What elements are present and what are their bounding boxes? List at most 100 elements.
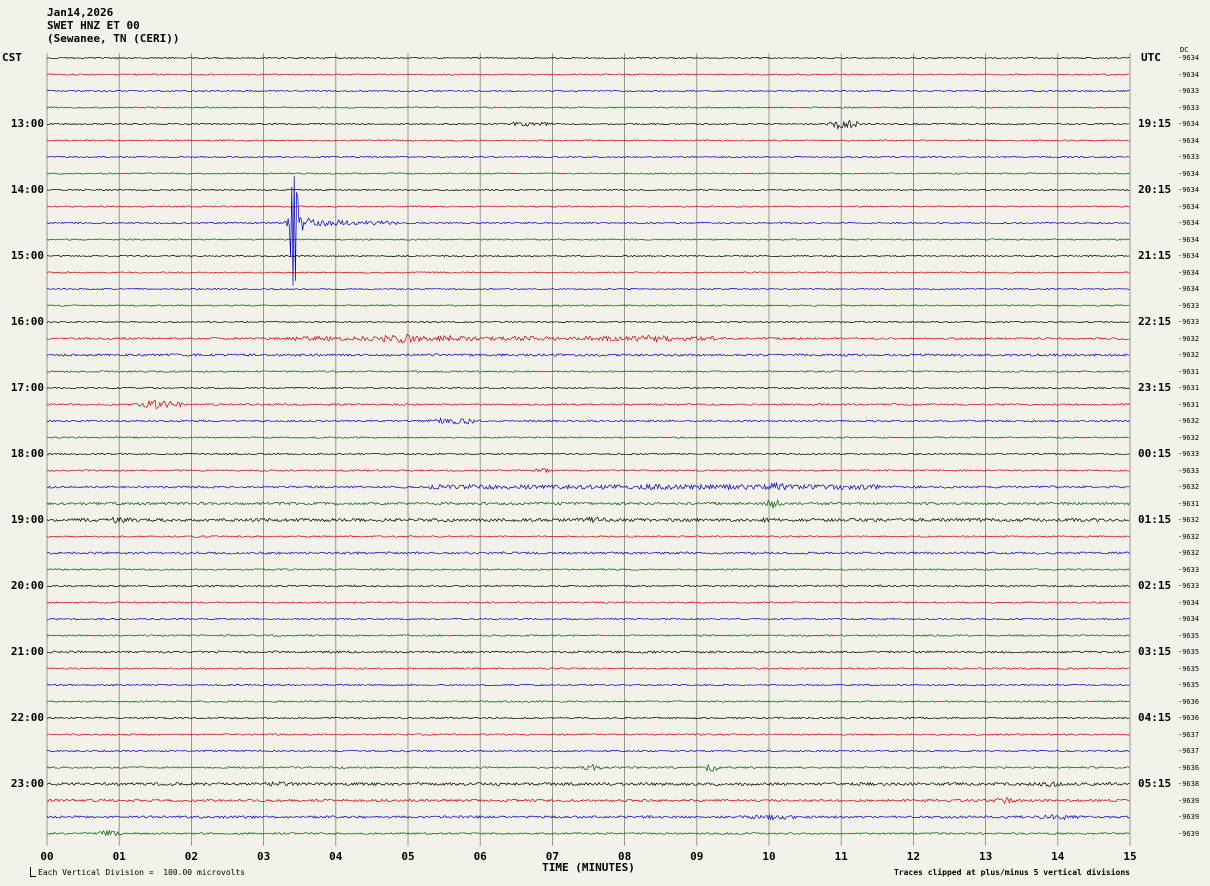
right-hour-label: 22:15 (1138, 315, 1172, 328)
trace-row (46, 716, 1130, 720)
trace-row (46, 829, 1130, 837)
row-offset-label: -9638 (1178, 780, 1200, 788)
scale-marker (30, 867, 36, 877)
trace-row (46, 481, 1130, 491)
x-tick-label: 03 (256, 850, 271, 863)
row-offset-label: -9632 (1178, 483, 1200, 491)
trace-row (46, 172, 1130, 175)
row-offset-label: -9633 (1178, 318, 1200, 326)
row-offset-label: -9636 (1178, 763, 1200, 772)
clip-note: Traces clipped at plus/minus 5 vertical … (893, 868, 1130, 877)
trace-row (47, 617, 1130, 621)
x-tick-label: 00 (40, 850, 54, 863)
trace-row (46, 386, 1130, 390)
trace-row (46, 175, 1130, 286)
x-tick-label: 06 (473, 850, 487, 863)
right-hour-label: 23:15 (1138, 381, 1172, 394)
left-hour-label: 15:00 (10, 249, 44, 262)
trace-row (46, 700, 1130, 703)
right-hour-label: 19:15 (1138, 117, 1172, 130)
trace-row (46, 89, 1130, 93)
x-tick-label: 11 (834, 850, 848, 863)
row-offset-label: -9631 (1178, 499, 1200, 508)
x-tick-label: 07 (545, 850, 560, 863)
trace-row (46, 155, 1130, 159)
trace-row (46, 188, 1130, 192)
row-offset-label: -9632 (1178, 549, 1200, 557)
row-offset-label: -9634 (1178, 186, 1200, 194)
trace-row (46, 516, 1130, 524)
trace-row (46, 733, 1130, 736)
trace-row (46, 634, 1130, 637)
row-offset-label: -9636 (1178, 714, 1200, 722)
left-axis-label: CST (2, 51, 22, 64)
trace-row (46, 205, 1130, 208)
trace-row (46, 416, 1130, 425)
trace-row (46, 106, 1130, 109)
trace-row (46, 468, 1130, 474)
row-offset-label: -9634 (1178, 120, 1200, 128)
left-hour-label: 13:00 (10, 117, 44, 130)
trace-row (46, 238, 1130, 241)
right-hour-label: 03:15 (1138, 645, 1172, 658)
row-offset-label: -9632 (1178, 433, 1200, 442)
row-offset-label: -9635 (1178, 664, 1200, 673)
row-offset-label: -9633 (1178, 450, 1200, 458)
x-tick-label: 13 (978, 850, 993, 863)
row-offset-label: -9632 (1178, 351, 1200, 359)
x-tick-label: 10 (762, 850, 776, 863)
trace-row (47, 119, 1130, 130)
header-date: Jan14,2026 (47, 6, 114, 19)
row-offset-label: -9631 (1178, 384, 1200, 392)
row-offset-label: -9637 (1178, 747, 1200, 755)
x-tick-label: 01 (112, 850, 126, 863)
scale-note: Each Vertical Division = 100.00 microvol… (38, 868, 246, 877)
x-tick-label: 04 (329, 850, 343, 863)
trace-row (46, 650, 1130, 654)
row-offset-label: -9639 (1178, 829, 1200, 838)
trace-row (46, 399, 1130, 410)
trace-row (46, 551, 1130, 555)
row-offset-label: -9634 (1178, 202, 1200, 211)
row-offset-label: -9635 (1178, 631, 1200, 640)
row-offset-label: -9634 (1178, 285, 1200, 293)
trace-row (46, 667, 1130, 670)
trace-row (46, 683, 1130, 687)
left-hour-label: 23:00 (10, 777, 44, 790)
row-offset-label: -9639 (1178, 796, 1200, 805)
row-offset-label: -9633 (1178, 153, 1200, 161)
header-station: SWET HNZ ET 00 (47, 19, 140, 32)
left-hour-label: 18:00 (10, 447, 44, 460)
left-hour-label: 14:00 (10, 183, 44, 196)
left-hour-label: 17:00 (10, 381, 44, 394)
left-hour-label: 21:00 (10, 645, 44, 658)
right-hour-label: 04:15 (1138, 711, 1172, 724)
trace-row (46, 73, 1130, 76)
row-offset-label: -9634 (1178, 268, 1200, 277)
trace-row (47, 749, 1130, 753)
row-offset-label: -9634 (1178, 252, 1200, 260)
row-offset-label: -9632 (1178, 334, 1200, 343)
row-offset-label: -9634 (1178, 54, 1200, 62)
row-offset-label: -9633 (1178, 301, 1200, 310)
row-offset-label: -9631 (1178, 400, 1200, 409)
trace-row (46, 304, 1130, 307)
row-offset-label: -9636 (1178, 697, 1200, 706)
trace-row (46, 139, 1130, 142)
trace-row (46, 498, 1130, 509)
row-offset-label: -9639 (1178, 813, 1200, 821)
row-offset-label: -9634 (1178, 615, 1200, 623)
trace-row (46, 370, 1130, 373)
x-tick-label: 05 (401, 850, 415, 863)
row-offset-label: -9634 (1178, 235, 1200, 244)
row-offset-label: -9633 (1178, 582, 1200, 590)
trace-row (46, 436, 1130, 439)
trace-row (46, 601, 1130, 604)
trace-row (46, 56, 1130, 60)
left-hour-label: 20:00 (10, 579, 44, 592)
x-tick-label: 12 (906, 850, 921, 863)
row-offset-label: -9634 (1178, 70, 1200, 79)
x-tick-label: 02 (184, 850, 199, 863)
trace-row (46, 535, 1130, 538)
